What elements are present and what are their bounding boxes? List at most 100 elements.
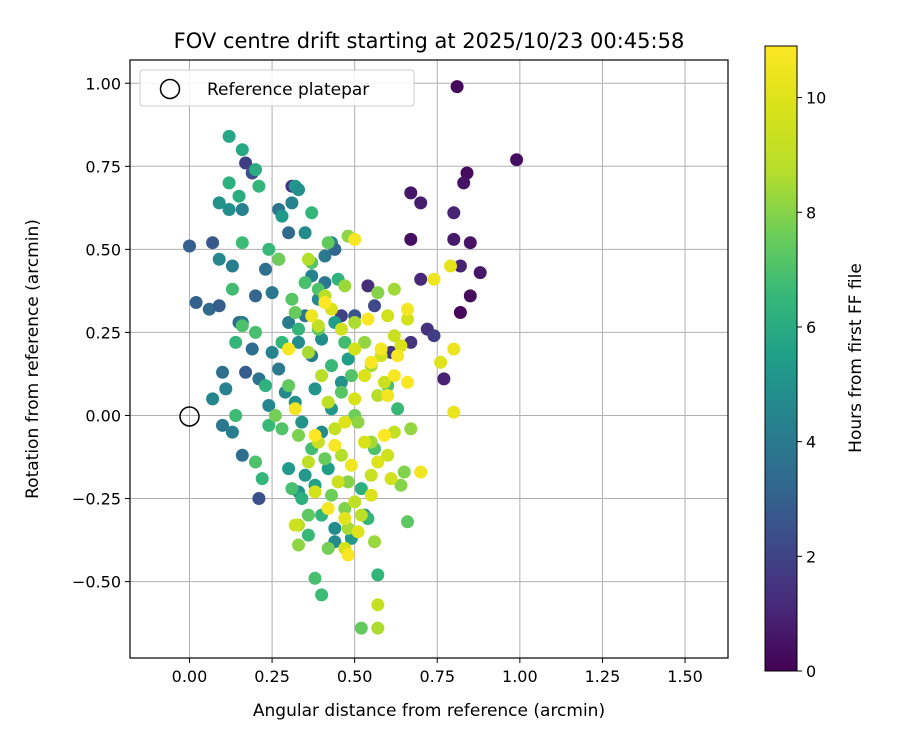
data-point bbox=[341, 475, 355, 489]
data-point bbox=[391, 402, 405, 416]
data-point bbox=[377, 428, 391, 442]
x-tick-label: 0.50 bbox=[337, 667, 373, 686]
x-tick-label: 1.00 bbox=[502, 667, 538, 686]
x-tick-label: 0.25 bbox=[254, 667, 290, 686]
y-tick-label: −0.25 bbox=[72, 490, 121, 509]
x-axis-label: Angular distance from reference (arcmin) bbox=[253, 701, 605, 721]
data-point bbox=[252, 179, 266, 193]
data-point bbox=[288, 402, 302, 416]
data-point bbox=[414, 272, 428, 286]
data-point bbox=[404, 335, 418, 349]
y-tick-label: 0.50 bbox=[85, 240, 121, 259]
data-point bbox=[364, 355, 378, 369]
data-point bbox=[453, 259, 467, 273]
data-point bbox=[275, 422, 289, 436]
x-tick-label: 1.50 bbox=[667, 667, 703, 686]
data-point bbox=[328, 438, 342, 452]
data-point bbox=[288, 518, 302, 532]
data-point bbox=[282, 379, 296, 393]
data-point bbox=[364, 488, 378, 502]
data-point bbox=[262, 418, 276, 432]
colorbar-tick-label: 2 bbox=[806, 547, 816, 566]
data-point bbox=[183, 239, 196, 253]
data-point bbox=[334, 385, 348, 399]
data-point bbox=[282, 316, 296, 329]
data-point bbox=[444, 259, 457, 273]
data-point bbox=[301, 455, 315, 469]
data-point bbox=[328, 422, 342, 436]
data-point bbox=[391, 349, 405, 363]
data-point bbox=[301, 508, 315, 522]
y-axis-ticks: −0.50 −0.25 0.00 0.25 0.50 0.75 1.00 bbox=[72, 74, 130, 592]
data-point bbox=[315, 369, 329, 383]
data-point bbox=[225, 425, 239, 439]
y-axis-label: Rotation from reference (arcmin) bbox=[23, 219, 43, 499]
data-point bbox=[414, 196, 428, 210]
data-point bbox=[334, 375, 348, 389]
data-point bbox=[460, 166, 474, 180]
y-tick-label: 0.25 bbox=[85, 323, 121, 342]
data-point bbox=[249, 289, 262, 303]
data-point bbox=[338, 279, 352, 293]
data-point bbox=[381, 309, 395, 323]
data-point bbox=[285, 482, 299, 496]
data-point bbox=[292, 335, 305, 349]
data-point bbox=[259, 262, 272, 276]
plot-frame bbox=[129, 59, 729, 659]
colorbar-gradient bbox=[764, 45, 798, 672]
legend-entry-label: Reference platepar bbox=[207, 80, 369, 100]
data-point bbox=[275, 209, 289, 223]
data-point bbox=[401, 312, 414, 326]
y-tick-label: 0.00 bbox=[85, 406, 121, 425]
y-tick-label: 1.00 bbox=[85, 74, 121, 93]
x-axis-ticks: 0.00 0.25 0.50 0.75 1.00 1.25 1.50 bbox=[172, 658, 703, 686]
data-point bbox=[338, 415, 352, 429]
data-point bbox=[394, 339, 408, 353]
data-point bbox=[387, 329, 401, 343]
data-point bbox=[235, 143, 249, 157]
data-point bbox=[321, 395, 335, 409]
data-point bbox=[249, 455, 262, 469]
data-point bbox=[371, 568, 385, 582]
data-point bbox=[308, 382, 322, 396]
data-point bbox=[387, 369, 401, 383]
data-point bbox=[265, 345, 279, 359]
data-point bbox=[381, 389, 395, 402]
data-point bbox=[447, 405, 461, 419]
data-point bbox=[308, 571, 322, 585]
reference-platepar-marker bbox=[179, 406, 200, 427]
data-point bbox=[510, 153, 524, 167]
data-point bbox=[225, 259, 239, 273]
colorbar-tick-label: 4 bbox=[806, 433, 816, 452]
data-point bbox=[249, 325, 262, 339]
data-point bbox=[457, 176, 471, 190]
data-point bbox=[245, 342, 259, 356]
data-point bbox=[354, 482, 368, 496]
data-point bbox=[404, 232, 418, 246]
data-point bbox=[368, 535, 381, 549]
data-point bbox=[265, 286, 279, 300]
data-point bbox=[374, 342, 388, 356]
data-point bbox=[268, 409, 282, 422]
data-point bbox=[282, 462, 296, 476]
data-point bbox=[292, 183, 305, 197]
data-point bbox=[225, 282, 239, 296]
data-point bbox=[262, 399, 276, 412]
data-point bbox=[334, 448, 348, 462]
data-point bbox=[387, 282, 401, 296]
data-point bbox=[341, 548, 355, 562]
data-point bbox=[235, 236, 249, 250]
data-point bbox=[212, 196, 226, 210]
data-point bbox=[381, 448, 395, 462]
data-point bbox=[447, 232, 461, 246]
data-point bbox=[262, 242, 276, 256]
data-point bbox=[318, 249, 332, 263]
data-point bbox=[437, 372, 451, 386]
colorbar-ticks: 0 2 4 6 8 10 bbox=[797, 89, 826, 681]
data-point bbox=[311, 319, 325, 333]
data-point bbox=[298, 226, 312, 240]
data-point bbox=[358, 369, 372, 383]
data-point bbox=[295, 492, 309, 505]
data-point bbox=[318, 296, 332, 309]
